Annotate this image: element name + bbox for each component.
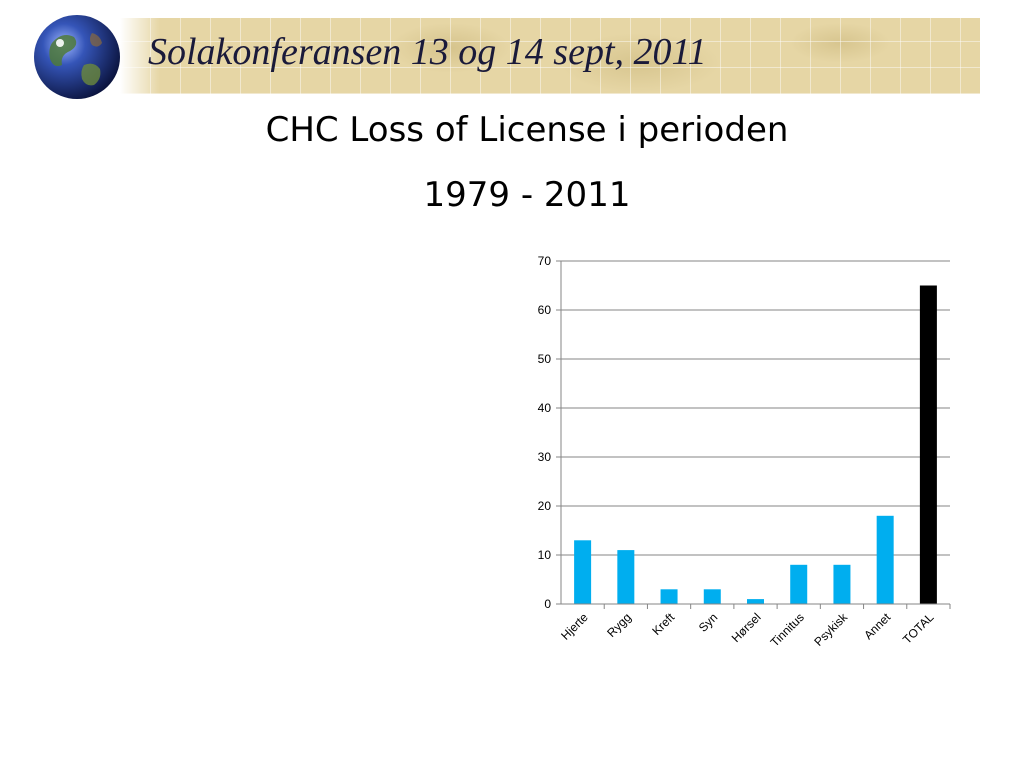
bar-hørsel bbox=[747, 599, 764, 604]
slide-title-line1: CHC Loss of License i perioden bbox=[265, 110, 789, 150]
x-tick-label: TOTAL bbox=[900, 610, 937, 647]
bar-rygg bbox=[617, 550, 635, 604]
x-tick-label: Annet bbox=[861, 610, 894, 643]
y-tick-label: 30 bbox=[538, 450, 552, 464]
header-band bbox=[120, 18, 980, 94]
header-band-fade bbox=[120, 18, 160, 94]
x-tick-label: Psykisk bbox=[811, 610, 850, 649]
x-tick-label: Rygg bbox=[604, 610, 634, 640]
x-tick-label: Hjerte bbox=[558, 610, 591, 643]
bar-hjerte bbox=[574, 540, 592, 604]
bar-psykisk bbox=[833, 564, 851, 604]
y-tick-label: 10 bbox=[538, 548, 552, 562]
bar-annet bbox=[876, 515, 894, 604]
x-tick-label: Kreft bbox=[649, 610, 677, 638]
y-tick-label: 60 bbox=[538, 303, 552, 317]
bar-syn bbox=[703, 589, 721, 604]
y-tick-label: 40 bbox=[538, 401, 552, 415]
y-tick-label: 70 bbox=[538, 254, 552, 268]
x-tick-label: Tinnitus bbox=[768, 610, 807, 649]
conference-title: Solakonferansen 13 og 14 sept, 2011 bbox=[148, 31, 707, 73]
y-tick-label: 50 bbox=[538, 352, 552, 366]
y-tick-label: 0 bbox=[544, 597, 551, 611]
bar-total bbox=[919, 285, 937, 604]
globe-icon bbox=[34, 15, 120, 99]
x-tick-label: Syn bbox=[696, 610, 721, 635]
bar-kreft bbox=[660, 589, 678, 604]
x-tick-label: Hørsel bbox=[729, 610, 764, 645]
slide-title-line2: 1979 - 2011 bbox=[423, 175, 631, 215]
y-tick-label: 20 bbox=[538, 499, 552, 513]
bar-tinnitus bbox=[790, 564, 808, 604]
